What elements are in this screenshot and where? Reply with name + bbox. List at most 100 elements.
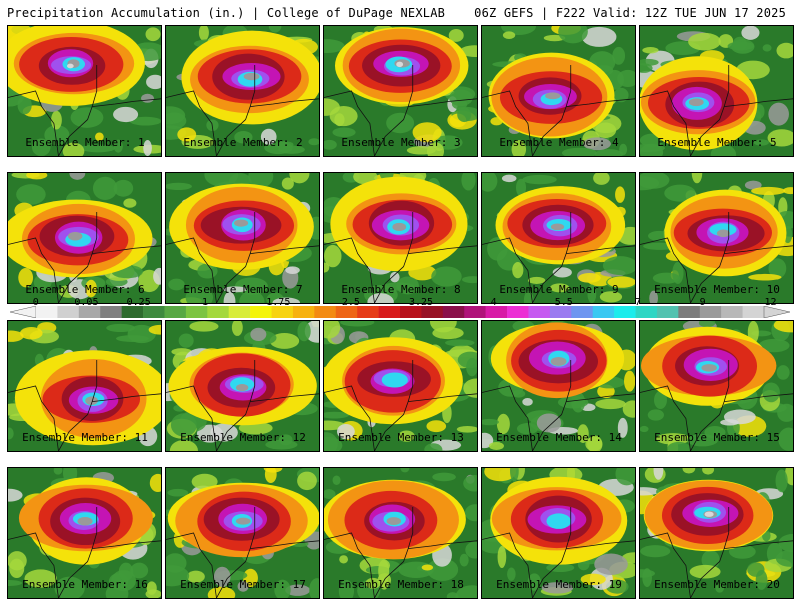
- precip-blob: [617, 69, 635, 88]
- precip-blob: [178, 333, 194, 348]
- precip-blob: [617, 417, 628, 438]
- ensemble-map-panel: [323, 467, 478, 599]
- precip-blob: [720, 419, 739, 426]
- precip-blob: [541, 582, 574, 594]
- precip-blob: [324, 139, 337, 150]
- precip-blob: [285, 584, 311, 596]
- precip-core-contour: [243, 72, 260, 81]
- precip-blob: [324, 321, 341, 339]
- precip-blob: [9, 558, 25, 579]
- precip-field: [8, 321, 161, 451]
- precip-blob: [682, 468, 696, 474]
- member-caption: Ensemble Member: 10: [654, 283, 780, 296]
- precip-blob: [783, 187, 793, 195]
- precip-field: [166, 26, 319, 156]
- coastline: [250, 245, 319, 254]
- coastline: [408, 540, 477, 549]
- precip-blob: [24, 569, 57, 588]
- coastline: [408, 245, 477, 254]
- precip-blob: [130, 562, 149, 579]
- border-line: [482, 237, 533, 303]
- precip-blob: [207, 586, 236, 598]
- precip-blob: [744, 180, 762, 190]
- precip-blob: [166, 106, 186, 125]
- precip-blob: [624, 370, 635, 392]
- precip-blob: [773, 321, 793, 333]
- precip-blob: [691, 173, 703, 184]
- precip-blob: [186, 570, 205, 583]
- scale-swatch: [549, 306, 572, 318]
- precip-blob: [398, 430, 415, 442]
- scale-tick-label: 4: [490, 297, 497, 308]
- member-caption: Ensemble Member: 9: [499, 283, 619, 296]
- scale-swatch: [699, 306, 722, 318]
- precip-blob: [426, 558, 459, 581]
- scale-swatch: [314, 306, 337, 318]
- precip-field: [324, 173, 477, 303]
- precip-core-contour: [77, 517, 93, 526]
- precip-blob: [768, 258, 787, 279]
- border-line: [482, 385, 533, 451]
- precip-blob: [585, 436, 603, 451]
- precip-blob: [496, 413, 510, 435]
- precip-blob: [457, 351, 477, 369]
- precip-blob: [118, 562, 134, 582]
- border-line: [482, 532, 533, 598]
- state-line: [216, 360, 256, 451]
- precip-blob: [16, 184, 46, 205]
- coastline: [408, 393, 477, 402]
- scale-swatch: [100, 306, 122, 318]
- precip-core-contour: [701, 364, 717, 372]
- state-line: [532, 360, 572, 451]
- precip-blob: [18, 268, 34, 288]
- precip-blob: [412, 122, 442, 143]
- precip-field: [8, 468, 161, 598]
- precip-blob: [237, 580, 249, 592]
- scale-tick-label: 5.5: [554, 297, 573, 308]
- ensemble-map-panel: [7, 467, 162, 599]
- precip-blob: [462, 276, 477, 284]
- scale-swatch: [207, 306, 230, 318]
- state-line: [374, 65, 414, 156]
- precip-blob: [129, 116, 161, 126]
- precip-blob: [260, 128, 277, 145]
- precip-blob: [741, 26, 760, 40]
- precip-blob: [484, 468, 517, 482]
- precip-blob: [26, 173, 48, 180]
- precip-blob: [640, 143, 664, 156]
- precip-blob: [522, 398, 533, 406]
- precip-blob: [278, 145, 305, 154]
- member-caption: Ensemble Member: 18: [338, 578, 464, 591]
- precip-blob: [488, 441, 504, 450]
- precip-blob: [248, 173, 274, 188]
- scale-swatch: [464, 306, 486, 318]
- precip-blob: [522, 174, 557, 185]
- ensemble-map-panel: [481, 172, 636, 304]
- border-line: [324, 532, 375, 598]
- precip-blob: [204, 173, 239, 187]
- scale-swatch: [678, 306, 701, 318]
- precip-field: [324, 321, 477, 451]
- precip-blob: [581, 26, 617, 47]
- precip-blob: [640, 173, 670, 189]
- state-line: [216, 65, 256, 156]
- precip-blob: [457, 107, 472, 123]
- precip-blob: [510, 468, 519, 482]
- precip-field: [640, 321, 793, 451]
- scale-swatch: [271, 306, 294, 318]
- coastline: [724, 540, 793, 549]
- precip-blob: [667, 441, 691, 451]
- state-line: [58, 212, 98, 303]
- coastline: [92, 393, 161, 402]
- precip-blob: [338, 579, 355, 598]
- precip-blob: [642, 568, 652, 587]
- precip-blob: [324, 411, 350, 419]
- precip-core-contour: [234, 219, 249, 227]
- precip-blob: [432, 327, 464, 340]
- scale-arrow-right: [763, 306, 790, 318]
- precip-blob: [426, 420, 447, 433]
- precip-blob: [285, 266, 300, 274]
- precip-core-contour: [546, 513, 571, 529]
- precip-core-contour: [545, 92, 561, 100]
- member-caption: Ensemble Member: 19: [496, 578, 622, 591]
